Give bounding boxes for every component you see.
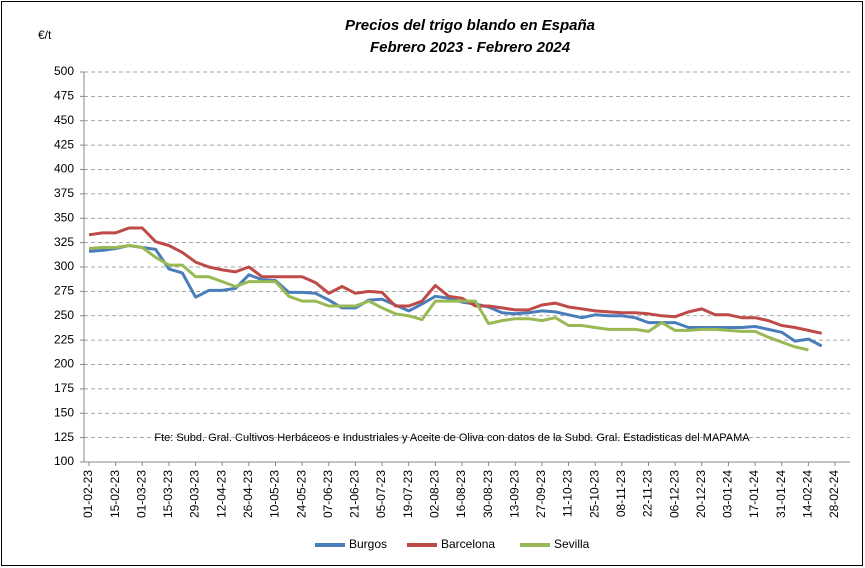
y-tick-label: 375 bbox=[54, 186, 74, 200]
y-tick-label: 450 bbox=[54, 113, 74, 127]
x-tick-label: 14-02-24 bbox=[801, 470, 815, 518]
x-tick-label: 01-03-23 bbox=[134, 470, 148, 518]
x-tick-label: 06-12-23 bbox=[667, 470, 681, 518]
x-tick-label: 10-05-23 bbox=[268, 470, 282, 518]
y-tick-label: 475 bbox=[54, 89, 74, 103]
y-tick-label: 425 bbox=[54, 137, 74, 151]
legend-label: Sevilla bbox=[554, 537, 590, 551]
x-tick-label: 19-07-23 bbox=[401, 470, 415, 518]
x-tick-label: 07-06-23 bbox=[321, 470, 335, 518]
y-tick-label: 125 bbox=[54, 430, 74, 444]
source-note: Fte: Subd. Gral. Cultivos Herbáceos e In… bbox=[154, 432, 750, 444]
x-tick-label: 17-01-24 bbox=[747, 470, 761, 518]
y-tick-label: 225 bbox=[54, 332, 74, 346]
x-tick-label: 01-02-23 bbox=[81, 470, 95, 518]
y-tick-label: 275 bbox=[54, 284, 74, 298]
x-tick-label: 25-10-23 bbox=[587, 470, 601, 518]
y-tick-label: 350 bbox=[54, 210, 74, 224]
x-tick-label: 11-10-23 bbox=[561, 470, 575, 517]
x-tick-label: 22-11-23 bbox=[641, 470, 655, 517]
grid bbox=[84, 71, 850, 439]
y-tick-label: 150 bbox=[54, 405, 74, 419]
x-tick-label: 29-03-23 bbox=[188, 470, 202, 518]
legend-label: Burgos bbox=[349, 537, 387, 551]
x-tick-label: 05-07-23 bbox=[374, 470, 388, 518]
y-tick-label: 250 bbox=[54, 308, 74, 322]
x-tick-label: 24-05-23 bbox=[294, 470, 308, 518]
y-tick-label: 325 bbox=[54, 235, 74, 249]
y-tick-label: 100 bbox=[54, 454, 74, 468]
y-tick-label: 400 bbox=[54, 162, 74, 176]
x-tick-label: 03-01-24 bbox=[721, 470, 735, 518]
y-tick-label: 300 bbox=[54, 259, 74, 273]
series-line bbox=[88, 226, 823, 335]
x-tick-label: 26-04-23 bbox=[241, 470, 255, 518]
x-tick-label: 02-08-23 bbox=[428, 470, 442, 518]
y-tick-label: 200 bbox=[54, 357, 74, 371]
x-tick-label: 16-08-23 bbox=[454, 470, 468, 518]
x-tick-label: 30-08-23 bbox=[481, 470, 495, 518]
x-tick-label: 12-04-23 bbox=[214, 470, 228, 518]
y-tick-label: 175 bbox=[54, 381, 74, 395]
x-tick-label: 31-01-24 bbox=[774, 470, 788, 518]
chart-title: Precios del trigo blando en España bbox=[345, 17, 595, 34]
x-tick-label: 21-06-23 bbox=[348, 470, 362, 518]
y-axis-label: €/t bbox=[38, 28, 52, 42]
y-tick-label: 500 bbox=[54, 64, 74, 78]
legend-label: Barcelona bbox=[441, 537, 495, 551]
chart-subtitle: Febrero 2023 - Febrero 2024 bbox=[370, 39, 571, 56]
x-tick-label: 28-02-24 bbox=[827, 470, 841, 518]
x-tick-label: 27-09-23 bbox=[534, 470, 548, 518]
x-tick-label: 15-03-23 bbox=[161, 470, 175, 518]
x-tick-label: 13-09-23 bbox=[507, 470, 521, 518]
x-tick-label: 20-12-23 bbox=[694, 470, 708, 518]
series-line bbox=[88, 244, 809, 352]
x-tick-label: 08-11-23 bbox=[614, 470, 628, 517]
x-tick-label: 15-02-23 bbox=[108, 470, 122, 518]
